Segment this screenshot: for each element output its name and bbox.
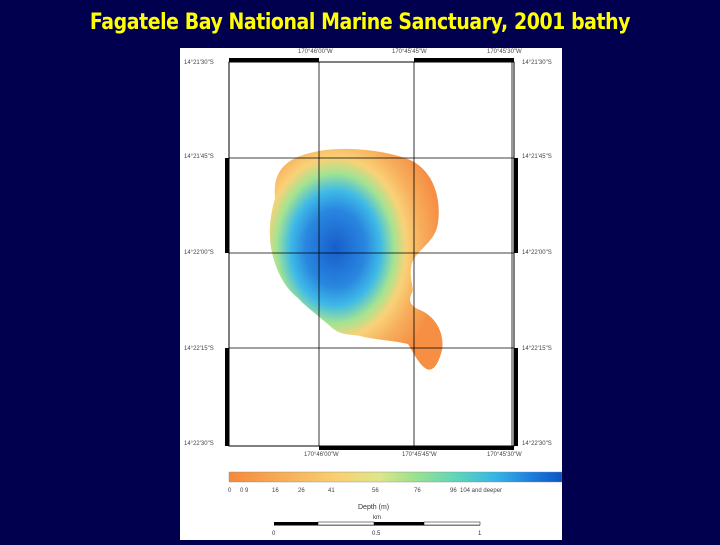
lon-label-bottom-3: 170°45'30"W (487, 452, 522, 458)
depth-legend-bar (228, 471, 563, 483)
scale-label-2: 1 (478, 531, 482, 537)
slide-title: Fagatele Bay National Marine Sanctuary, … (89, 10, 631, 35)
lon-label-bottom-2: 170°45'45"W (402, 452, 437, 458)
scale-bar-seg-4 (423, 521, 481, 526)
legend-tick-0: 0 (228, 488, 232, 494)
scale-label-1: 0.5 (372, 531, 381, 537)
scale-bar-seg-3 (374, 522, 424, 525)
lat-label-left-3: 14°22'00"S (184, 250, 214, 256)
lat-label-left-1: 14°21'30"S (184, 60, 214, 66)
bathymetry-map (225, 58, 563, 526)
scale-bar-seg-2 (317, 521, 375, 526)
lon-label-bottom-1: 170°46'00"W (304, 452, 339, 458)
lat-label-right-2: 14°21'45"S (522, 154, 552, 160)
lat-label-right-5: 14°22'30"S (522, 441, 552, 447)
legend-tick-3: 26 (298, 488, 305, 494)
lat-label-right-4: 14°22'15"S (522, 346, 552, 352)
lat-label-left-5: 14°22'30"S (184, 441, 214, 447)
neatline-top-1 (229, 58, 319, 62)
lat-label-left-2: 14°21'45"S (184, 154, 214, 160)
neatline-left-2 (225, 348, 229, 446)
legend-tick-7: 96 (450, 488, 457, 494)
scale-bar-seg-1 (274, 522, 318, 525)
map-figure: 170°46'00"W 170°45'45"W 170°45'30"W 170°… (180, 48, 563, 540)
lon-label-top-2: 170°45'45"W (392, 49, 427, 55)
lon-label-top-3: 170°45'30"W (487, 49, 522, 55)
legend-tick-8: 104 and deeper (460, 488, 503, 494)
neatline-right-1 (514, 158, 518, 253)
lat-label-left-4: 14°22'15"S (184, 346, 214, 352)
legend-tick-6: 76 (414, 488, 421, 494)
neatline-top-2 (414, 58, 514, 62)
neatline-bottom-1 (319, 446, 414, 450)
legend-title: Depth (m) (358, 504, 390, 511)
bathymetry-surface (269, 148, 443, 370)
lon-label-top-1: 170°46'00"W (298, 49, 333, 55)
legend-tick-2: 16 (272, 488, 279, 494)
neatline-bottom-2 (414, 446, 514, 450)
lat-label-right-1: 14°21'30"S (522, 60, 552, 66)
legend-tick-5: 56 (372, 488, 379, 494)
lat-label-right-3: 14°22'00"S (522, 250, 552, 256)
scale-label-0: 0 (272, 531, 276, 537)
scale-unit: km (373, 515, 381, 521)
legend-tick-4: 41 (328, 488, 335, 494)
neatline-left-1 (225, 158, 229, 253)
legend-tick-1: 0 9 (240, 488, 249, 494)
neatline-right-2 (514, 348, 518, 446)
